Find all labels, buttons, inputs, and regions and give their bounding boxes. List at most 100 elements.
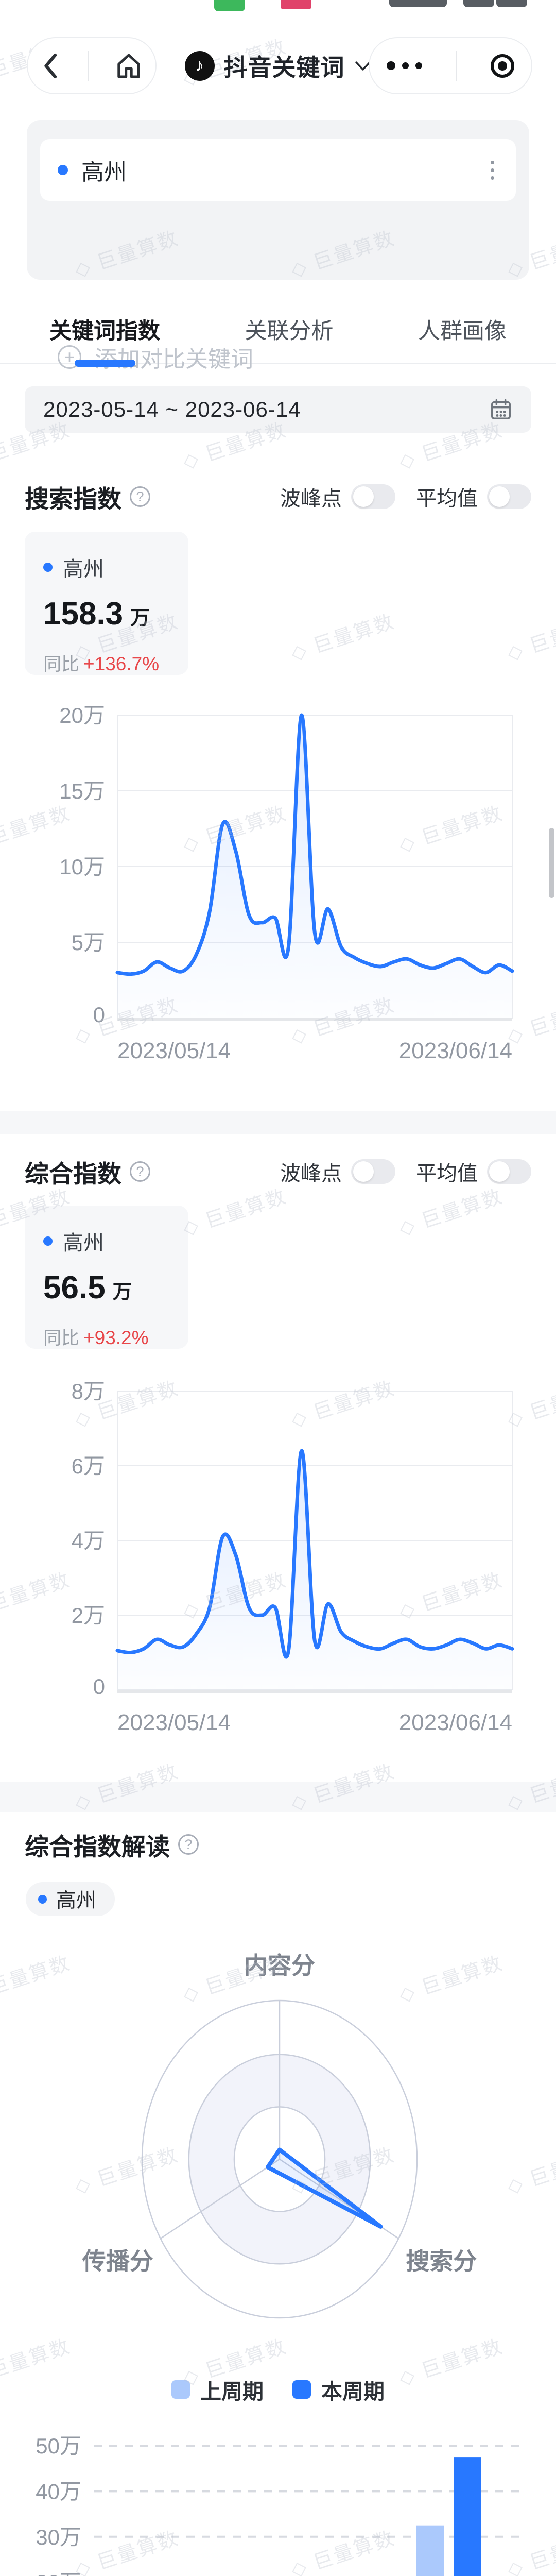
- date-range-value: 2023-05-14 ~ 2023-06-14: [43, 397, 301, 421]
- interpretation-header: 综合指数解读 ?: [25, 1828, 531, 1861]
- legend-keyword: 高州: [56, 1890, 97, 1912]
- period-compare-bar-chart: 50万40万30万20万10万0内容分传播分搜索分: [36, 2434, 519, 2576]
- x-tick-label: 2023/06/14: [399, 1710, 512, 1735]
- back-button[interactable]: [40, 52, 63, 80]
- capsule-divider: [88, 50, 89, 81]
- tab-audience-portrait[interactable]: 人群画像: [418, 313, 507, 367]
- scrollbar[interactable]: [549, 828, 554, 898]
- search-index-header: 搜索指数 ? 波峰点 平均值: [25, 480, 531, 513]
- watermark-text: ◇ 巨量算数: [396, 1185, 506, 1240]
- yoy-label: 同比: [43, 654, 80, 674]
- home-icon: [117, 54, 140, 78]
- circle-dot-icon[interactable]: [491, 54, 515, 78]
- average-toggle[interactable]: [487, 484, 531, 509]
- status-wifi-icon: [416, 0, 447, 7]
- date-range-selector[interactable]: 2023-05-14 ~ 2023-06-14: [25, 386, 531, 433]
- peak-point-toggle[interactable]: [351, 484, 395, 509]
- metric-keyword: 高州: [63, 558, 104, 581]
- search-index-line-chart: 20万 15万 10万 5万 0 2023/05/14 2023/06/14: [59, 703, 514, 1063]
- nav-left-capsule: [27, 37, 157, 94]
- status-green-icon: [214, 0, 245, 11]
- keyword-name: 高州: [81, 160, 127, 185]
- status-signal-icon: [389, 0, 420, 7]
- radar-axis-label: 内容分: [244, 1952, 315, 1979]
- yoy-value: +136.7%: [83, 653, 160, 674]
- tab-bar: 关键词指数 关联分析 人群画像: [0, 313, 556, 367]
- toggle-label: 波峰点: [280, 487, 342, 510]
- radar-data-polygon: [265, 2147, 383, 2229]
- x-tick-label: 2023/05/14: [117, 1038, 231, 1063]
- tab-label: 人群画像: [418, 319, 507, 344]
- area-fill: [117, 715, 512, 1018]
- y-tick-label: 4万: [72, 1529, 105, 1553]
- chevron-left-icon: [44, 53, 57, 78]
- navigation-bar: ♪ 抖音关键词: [0, 37, 556, 95]
- y-tick-label: 20万: [36, 2570, 81, 2576]
- page-title[interactable]: 抖音关键词: [223, 54, 345, 81]
- status-network-icon: [463, 0, 494, 7]
- tab-keyword-index[interactable]: 关键词指数: [49, 313, 160, 367]
- legend-label: 本周期: [321, 2380, 385, 2403]
- radar-axis-label: 搜索分: [406, 2248, 477, 2275]
- active-tab-underline: [74, 360, 135, 367]
- section-separator: [0, 1782, 556, 1812]
- chevron-down-icon[interactable]: [354, 60, 372, 72]
- y-tick-label: 5万: [72, 930, 105, 955]
- question-circle-icon[interactable]: ?: [178, 1834, 199, 1855]
- bar-current-period: [454, 2457, 481, 2576]
- keyword-row[interactable]: 高州: [40, 139, 516, 201]
- more-button[interactable]: [386, 61, 422, 70]
- bar-prev-period: [416, 2525, 444, 2576]
- y-tick-label: 2万: [72, 1603, 105, 1628]
- y-tick-label: 0: [93, 1674, 105, 1699]
- metric-value: 158.3: [43, 596, 124, 632]
- radar-legend-chip: 高州: [26, 1882, 115, 1916]
- watermark-text: ◇ 巨量算数: [180, 1185, 290, 1240]
- composite-index-header: 综合指数 ? 波峰点 平均值: [25, 1155, 531, 1188]
- section-separator: [0, 1111, 556, 1134]
- add-compare-label: 添加对比关键词: [95, 347, 253, 372]
- y-tick-label: 20万: [59, 703, 105, 727]
- peak-point-toggle[interactable]: [351, 1159, 395, 1184]
- status-red-icon: [281, 0, 311, 9]
- series-dot: [43, 563, 53, 572]
- legend-swatch: [292, 2380, 311, 2399]
- toggle-label: 平均值: [416, 487, 478, 510]
- bar-chart-legend: 上周期 本周期: [0, 2374, 556, 2405]
- question-circle-icon[interactable]: ?: [130, 486, 150, 507]
- metric-unit: 万: [112, 1281, 132, 1303]
- area-fill: [117, 1450, 512, 1690]
- tab-label: 关联分析: [245, 319, 334, 344]
- metric-unit: 万: [130, 607, 150, 629]
- x-axis-line: [117, 1018, 512, 1021]
- y-tick-label: 50万: [36, 2434, 81, 2458]
- add-compare-keyword-button[interactable]: + 添加对比关键词: [58, 341, 253, 374]
- y-tick-label: 0: [93, 1003, 105, 1027]
- composite-index-line-chart: 8万 6万 4万 2万 0 2023/05/14 2023/06/14: [72, 1379, 514, 1735]
- toggle-label: 波峰点: [280, 1162, 342, 1185]
- legend-item[interactable]: 本周期: [292, 2374, 385, 2405]
- miniapp-capsule: [369, 37, 532, 94]
- tab-label: 关键词指数: [49, 319, 160, 344]
- status-bar: [0, 0, 556, 13]
- legend-swatch: [171, 2380, 190, 2399]
- capsule-divider: [456, 50, 457, 81]
- home-button[interactable]: [114, 52, 143, 80]
- watermark-text: ◇ 巨量算数: [505, 611, 556, 665]
- yoy-label: 同比: [43, 1328, 80, 1348]
- question-circle-icon[interactable]: ?: [130, 1161, 150, 1182]
- legend-item[interactable]: 上周期: [171, 2374, 264, 2405]
- metric-value: 56.5: [43, 1270, 106, 1306]
- y-tick-label: 40万: [36, 2479, 81, 2503]
- metric-keyword: 高州: [63, 1232, 104, 1255]
- series-line: [115, 713, 514, 976]
- x-tick-label: 2023/05/14: [117, 1710, 231, 1735]
- series-dot: [38, 1894, 47, 1904]
- tab-relation-analysis[interactable]: 关联分析: [245, 313, 334, 367]
- average-toggle[interactable]: [487, 1159, 531, 1184]
- kebab-menu-icon[interactable]: [486, 157, 498, 184]
- watermark-text: ◇ 巨量算数: [288, 611, 398, 665]
- douyin-note-icon: ♪: [184, 50, 215, 81]
- radar-spoke: [160, 2158, 280, 2240]
